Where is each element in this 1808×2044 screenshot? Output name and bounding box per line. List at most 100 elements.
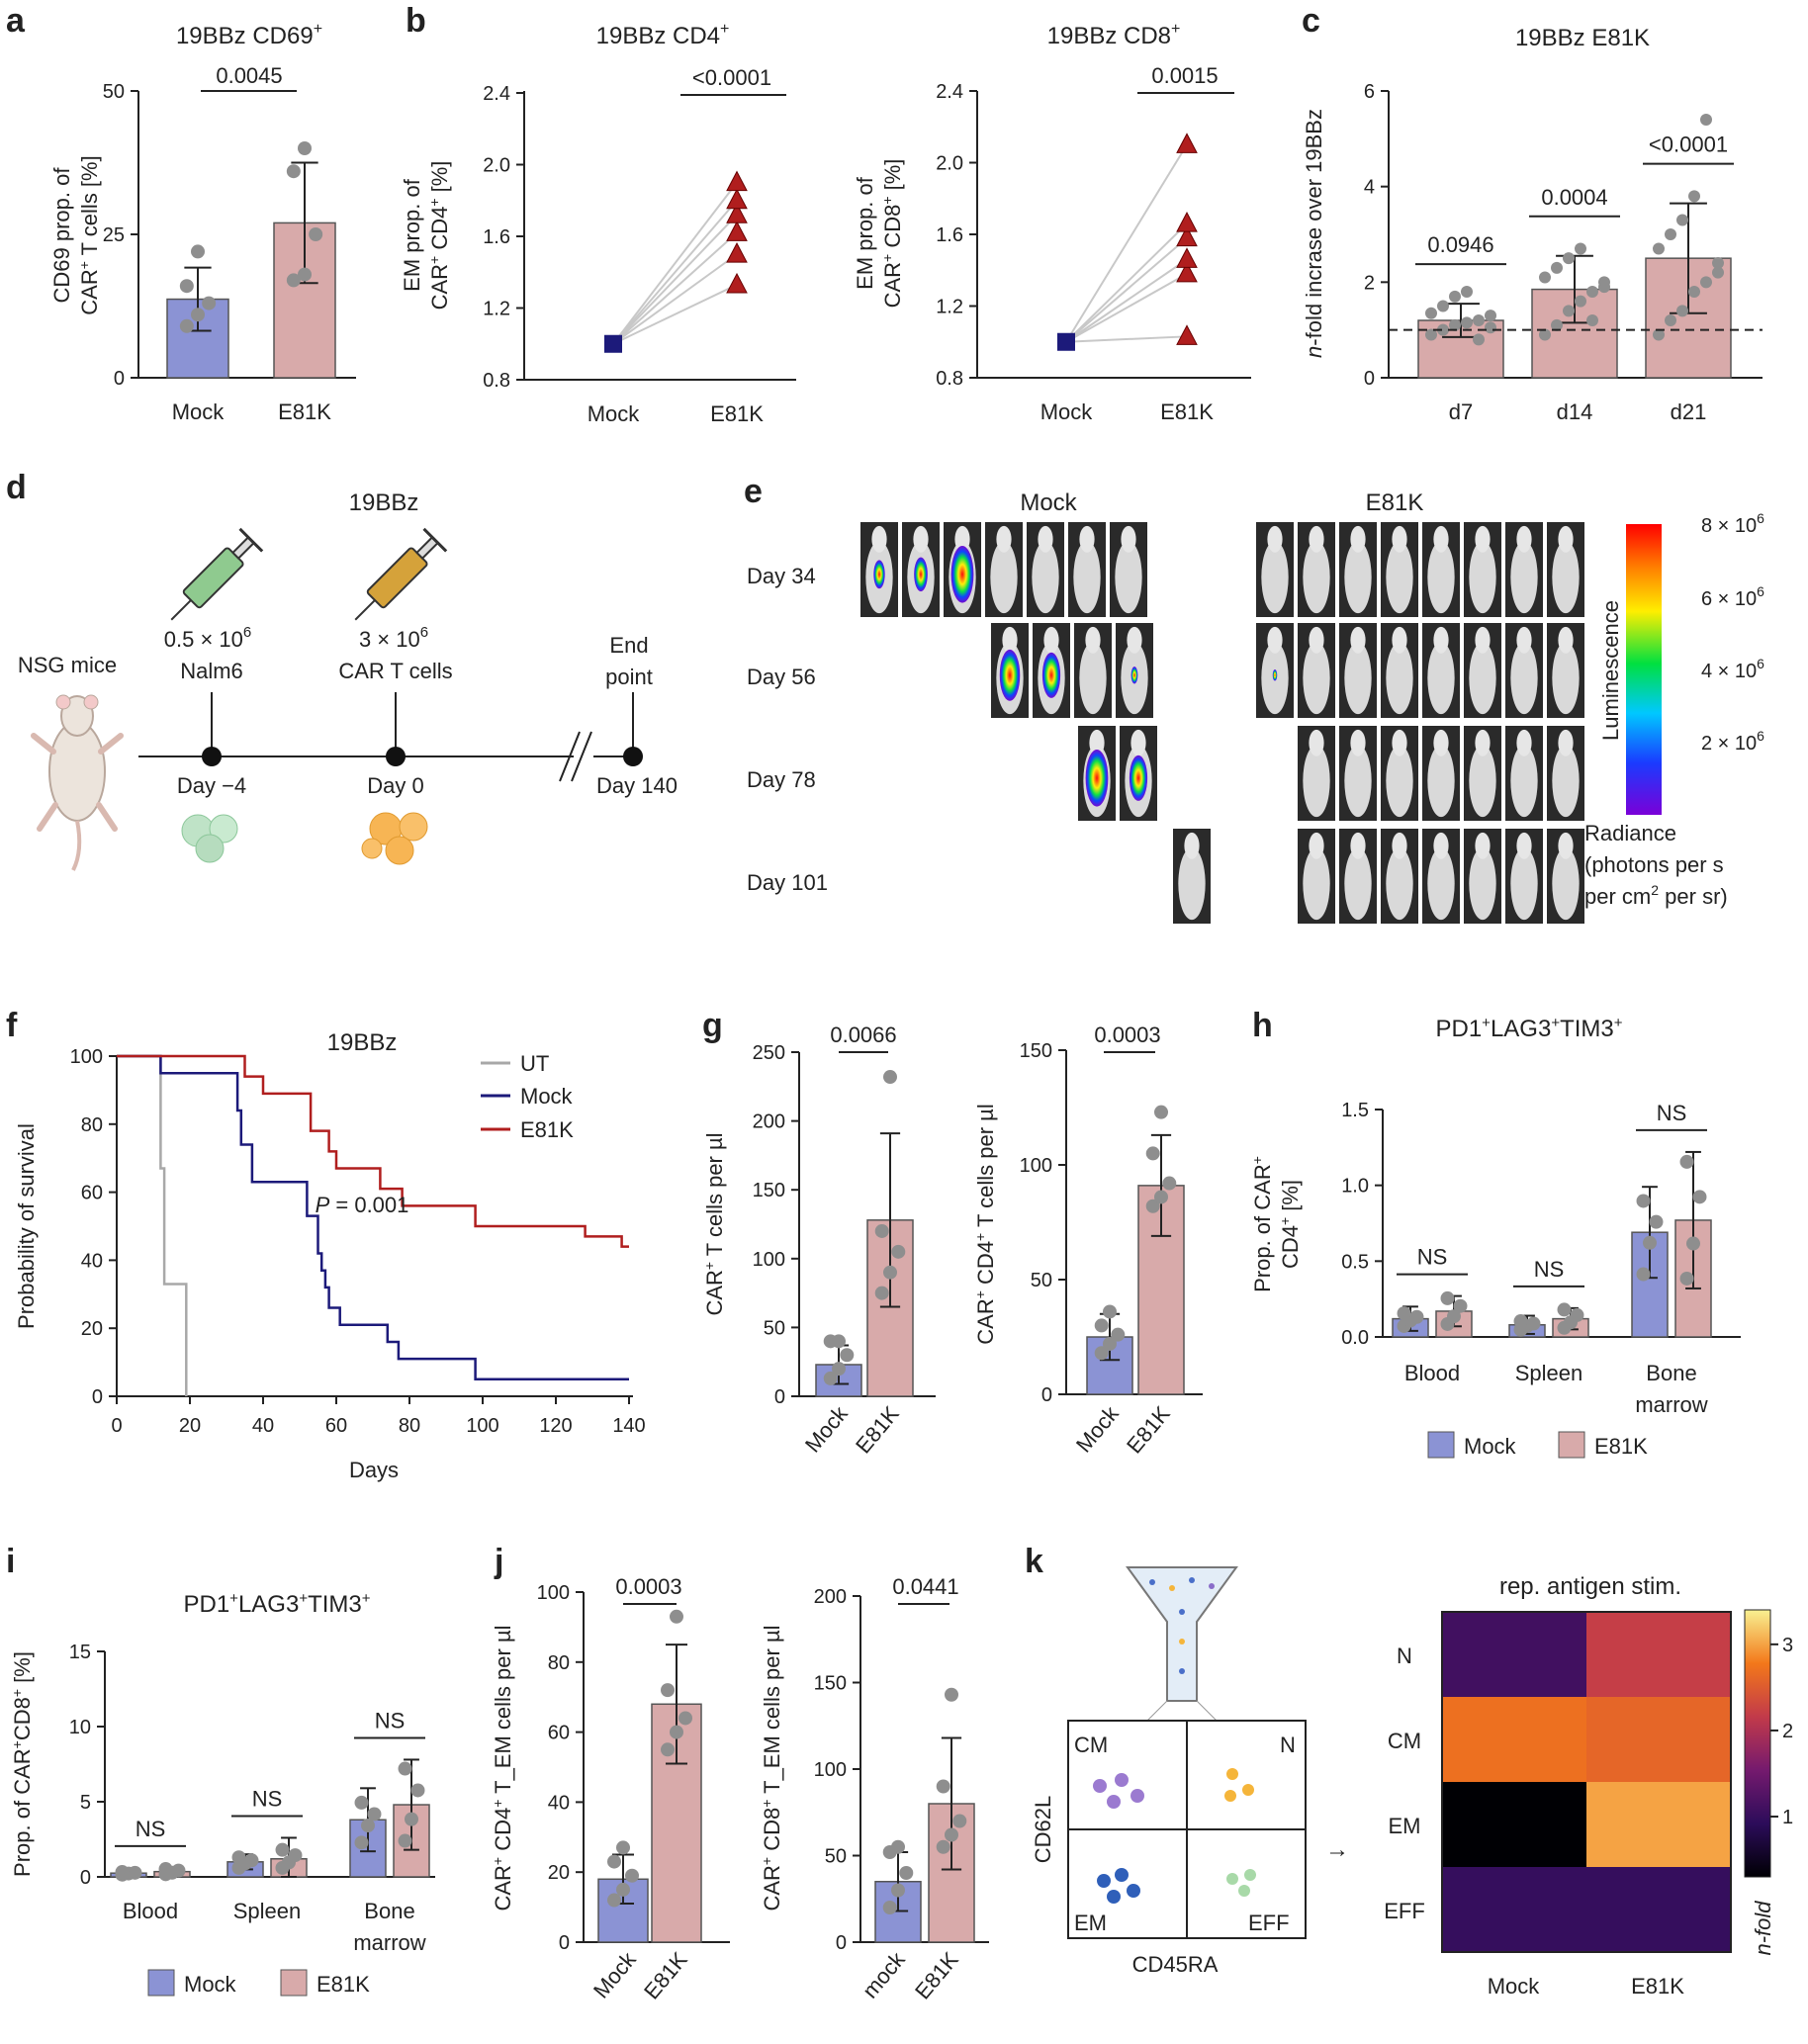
mouse-body [1303, 642, 1330, 715]
panel-i-xtick-marrow: marrow [353, 1930, 425, 1955]
panel-i-plot: PD1+LAG3+TIM3+ 0 5 10 15 NS NS NS Blood Spleen… [9, 1590, 435, 1997]
ytick-label: 150 [1020, 1040, 1052, 1062]
data-point [1586, 314, 1598, 326]
panel-h-legend-e81k: E81K [1594, 1434, 1648, 1459]
ytick-label: 100 [70, 1046, 103, 1068]
panel-g1-pvalue: 0.0066 [830, 1022, 896, 1047]
data-point [1676, 214, 1688, 226]
data-point [1461, 316, 1473, 329]
mouse-body [1510, 847, 1538, 921]
panel-a-ylabel-1: CD69 prop. of [49, 167, 74, 304]
data-point [1679, 1154, 1694, 1169]
heatmap-cell [1586, 1697, 1731, 1782]
data-point [874, 1223, 889, 1238]
k-col-e81k: E81K [1631, 1974, 1684, 1999]
panel-h-xtick-spleen: Spleen [1515, 1361, 1583, 1385]
mouse-head [996, 525, 1012, 553]
panel-a-marks [166, 141, 336, 379]
data-point [1563, 305, 1575, 317]
xtick-label: 140 [612, 1415, 645, 1437]
mouse-head [1516, 832, 1532, 859]
pair-line [1065, 222, 1188, 343]
mouse-head [1558, 832, 1574, 859]
data-point [1688, 190, 1700, 203]
data-point [1447, 1309, 1461, 1324]
ytick-label: 1.6 [483, 226, 510, 248]
panel-e-cbar-label: Luminescence [1598, 600, 1623, 741]
panel-f-plot: 0 20 40 60 80 100 0 20 40 60 80 100 120 140 19BBz P =… [14, 1029, 646, 1482]
panel-d-day-minus4: Day −4 [177, 773, 246, 798]
k-axis-cd62l: CD62L [1031, 1796, 1055, 1863]
panel-d-nalm6-label: Nalm6 [180, 659, 243, 683]
data-point [1453, 1298, 1468, 1313]
data-point [1513, 1314, 1528, 1329]
panel-h-title: PD1+LAG3+TIM3+ [1435, 1015, 1622, 1042]
panel-e-imaging: Mock E81K Day 34 Day 56 Day 78 Day 101 8… [747, 489, 1764, 924]
data-point [882, 1901, 897, 1914]
panel-label-g: g [702, 1007, 723, 1044]
k-axis-cd45ra: CD45RA [1132, 1952, 1219, 1977]
panel-d-dose-cart: 3 × 106 [359, 624, 428, 652]
mouse-head [1475, 525, 1491, 553]
heatmap-cell [1442, 1612, 1586, 1697]
panel-label-a: a [6, 2, 26, 40]
data-point [309, 227, 323, 241]
panel-i-legend-mock: Mock [184, 1972, 237, 1997]
panel-a-xtick-mock: Mock [172, 400, 226, 424]
ytick-label: 100 [814, 1759, 847, 1781]
panel-j2-plot: 0 50 100 150 200 0.0441 mock E81K CAR+ CD8+ … [759, 1574, 989, 2003]
pair-line [612, 253, 738, 345]
e81k-triangle [726, 242, 748, 263]
mouse-body [1427, 642, 1455, 715]
panel-label-f: f [6, 1007, 18, 1044]
legend-ut: UT [520, 1051, 549, 1076]
data-point [891, 1839, 905, 1854]
pair-line [612, 284, 738, 345]
ytick-label: 20 [81, 1318, 103, 1340]
panel-b1-xtick-mock: Mock [588, 401, 641, 426]
data-point [1094, 1346, 1109, 1361]
pair-line [1065, 258, 1188, 343]
xtick-label: 60 [325, 1415, 347, 1437]
mouse-body [990, 541, 1018, 614]
mouse-body [1469, 541, 1496, 614]
heatmap-cell [1442, 1782, 1586, 1867]
data-point [1551, 261, 1563, 274]
panel-g2-ylabel: CAR+ CD4+ T cells per µl [972, 1104, 998, 1344]
pair-line [1065, 143, 1188, 343]
ytick-label: 6 [1364, 81, 1375, 103]
mouse-head [1043, 626, 1059, 654]
data-point [1586, 286, 1598, 298]
data-point [191, 244, 205, 259]
mouse-body [1427, 847, 1455, 921]
funnel-icon [1126, 1566, 1238, 1702]
panel-e-radiance-3: per cm2 per sr) [1584, 882, 1728, 909]
ytick-label: 60 [548, 1723, 570, 1744]
mouse-body [1386, 642, 1413, 715]
data-point [1145, 1146, 1160, 1161]
mouse-head [1433, 832, 1449, 859]
luminescence-signal [914, 557, 928, 592]
data-point [1665, 314, 1676, 326]
data-point [1485, 310, 1496, 322]
ytick-label: 5 [80, 1792, 91, 1814]
data-point [1653, 242, 1665, 255]
panel-e-radiance-1: Radiance [1584, 821, 1676, 845]
panel-c-xtick-d7: d7 [1449, 400, 1473, 424]
panel-d-timeline: 19BBz NSG mice 0.5 × 106 Nalm6 3 × 106 C… [18, 489, 678, 871]
ytick-label: 10 [69, 1717, 91, 1738]
mouse-head [913, 525, 929, 553]
data-point [1557, 1302, 1572, 1317]
panel-a-yticks: 0 25 50 [103, 81, 138, 390]
ytick-label: 0 [836, 1932, 847, 1954]
data-point [883, 1070, 897, 1085]
heatmap-cell [1586, 1867, 1731, 1952]
mouse-head [1392, 525, 1407, 553]
panel-f-xlabel: Days [349, 1458, 399, 1482]
e81k-triangle [1176, 247, 1198, 268]
data-point [1397, 1306, 1411, 1321]
data-point [1111, 1327, 1126, 1342]
k-colorbar [1744, 1609, 1771, 1878]
mouse-head [1267, 525, 1283, 553]
panel-e-cbar-6: 6 × 106 [1701, 583, 1764, 610]
